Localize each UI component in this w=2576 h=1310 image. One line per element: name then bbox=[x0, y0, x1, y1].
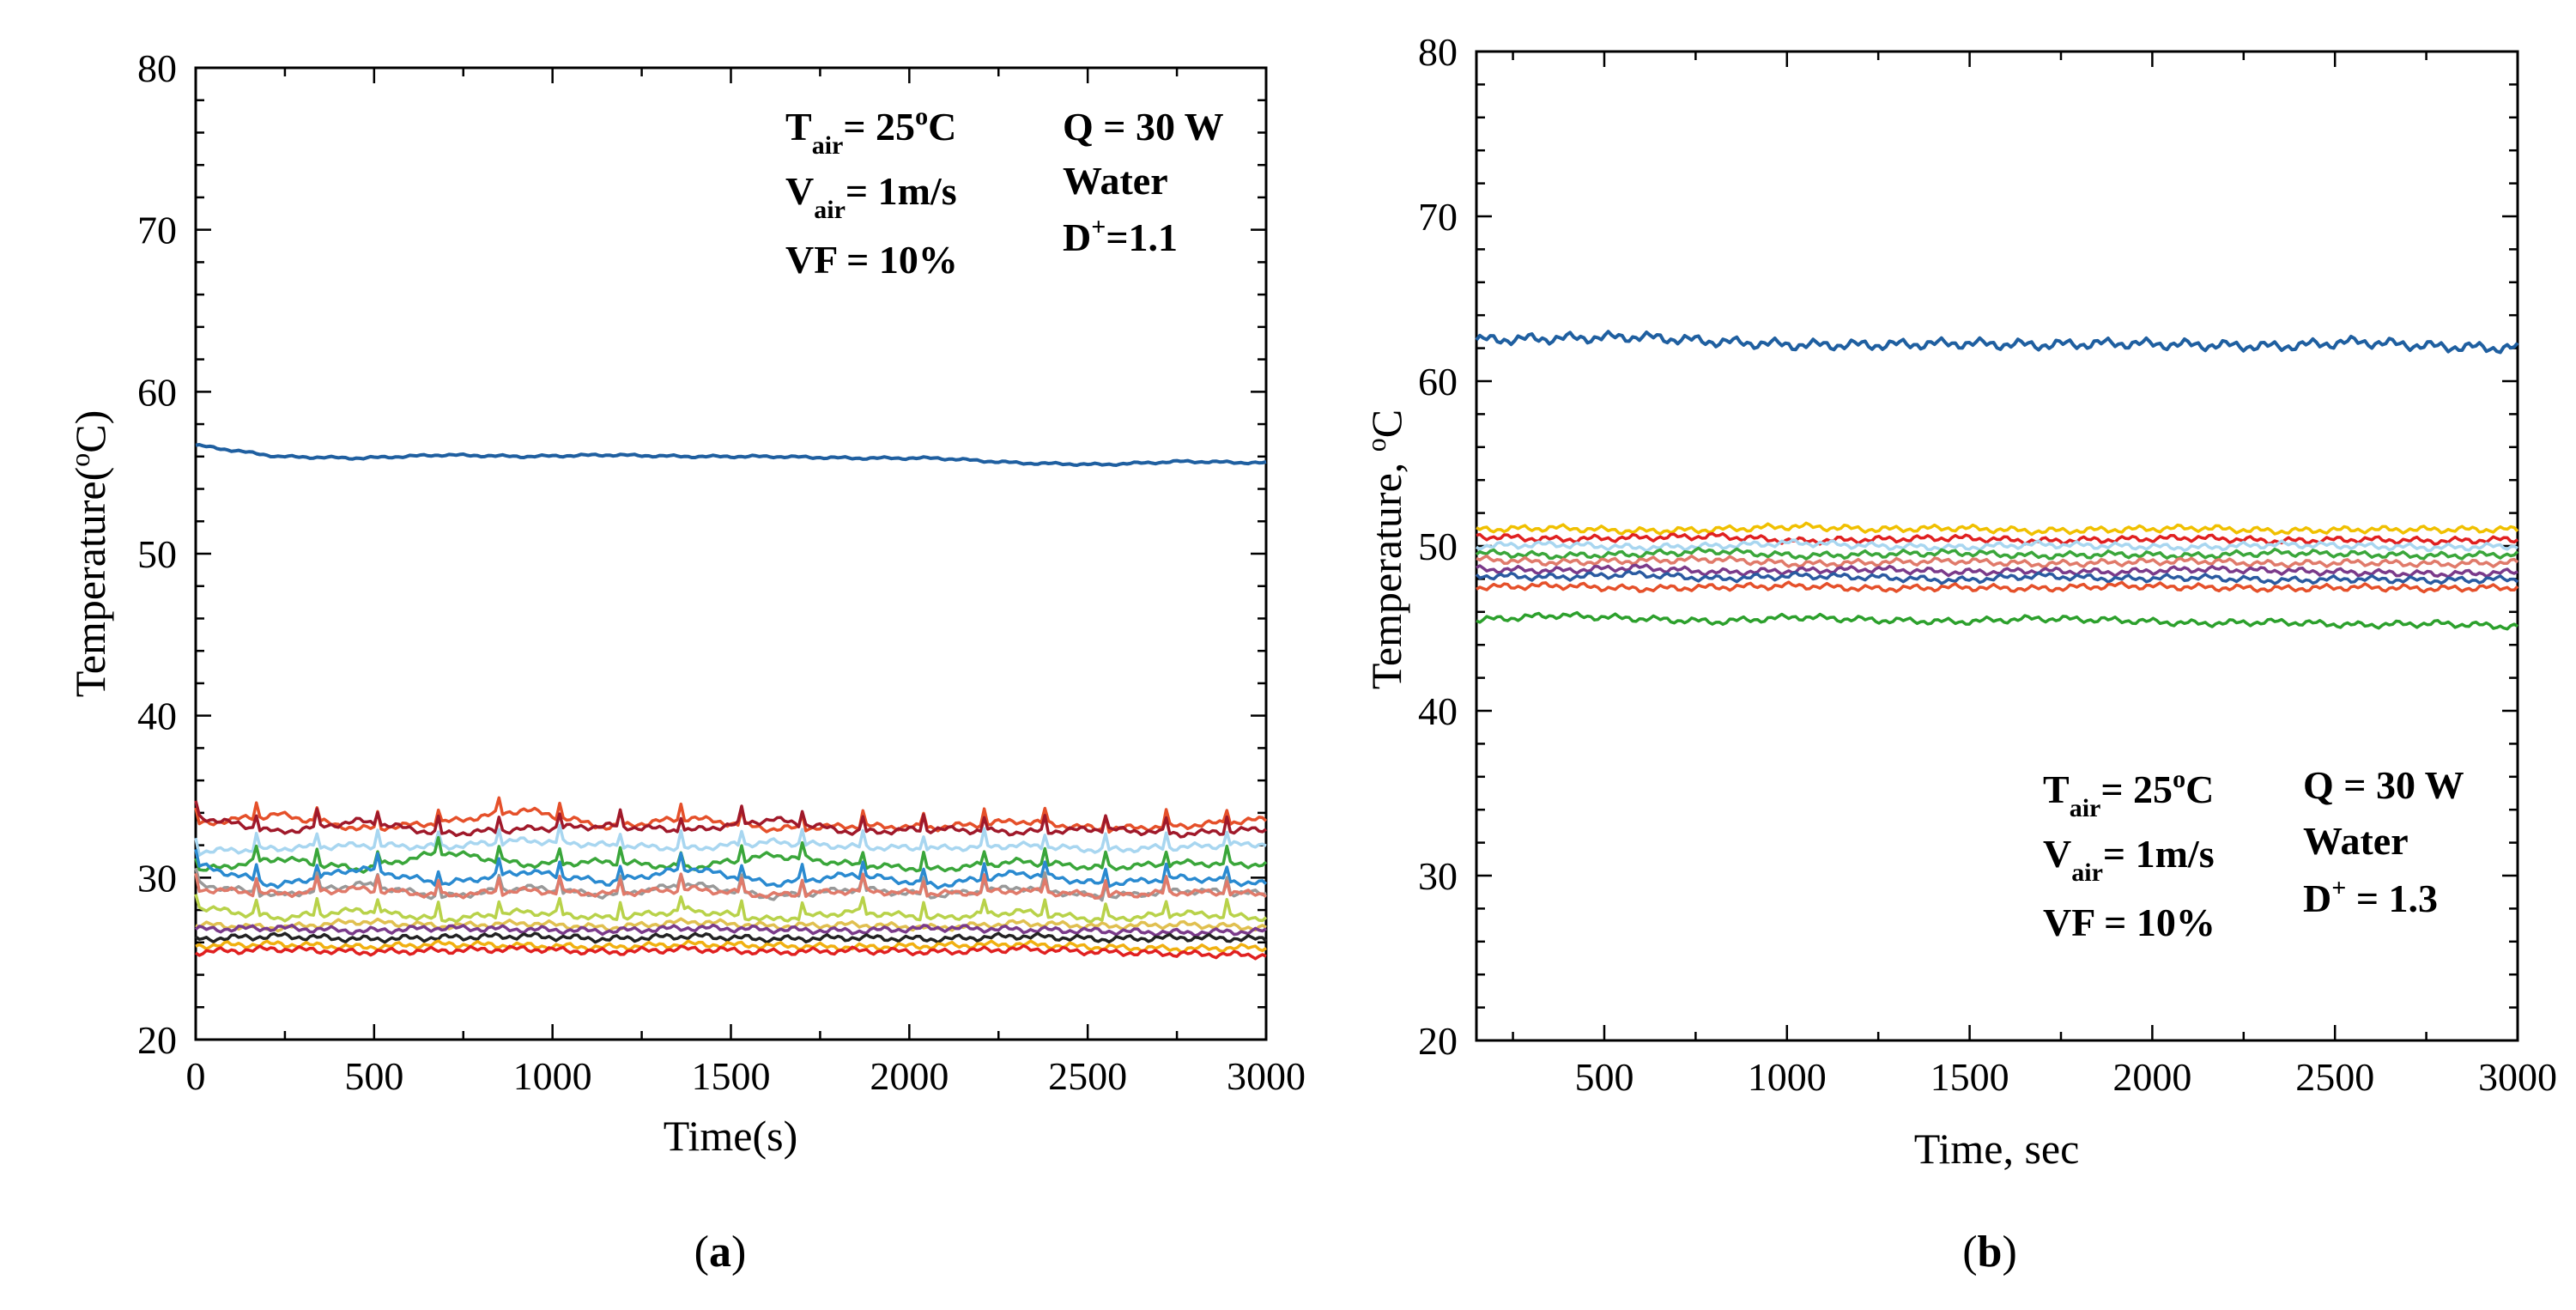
annotation-fluid-b: Water bbox=[2303, 819, 2409, 863]
y-tick-label-a-40: 40 bbox=[137, 694, 177, 738]
tick-labels-b: 500 1000 1500 2000 2500 3000 20 30 40 50 60 70 80 bbox=[1418, 30, 2557, 1099]
annotation-vf-b: VF = 10% bbox=[2043, 901, 2215, 944]
series-line-b-evaporator bbox=[1475, 330, 2519, 355]
x-axis-title-b: Time, sec bbox=[1914, 1125, 2080, 1173]
annotation-vair-a: Vair= 1m/s bbox=[785, 169, 957, 224]
y-tick-label-b-80: 80 bbox=[1418, 30, 1458, 74]
x-tick-label-a-1500: 1500 bbox=[692, 1054, 771, 1098]
y-tick-label-b-40: 40 bbox=[1418, 689, 1458, 733]
series-line-a-evaporator bbox=[195, 443, 1267, 467]
x-tick-label-a-500: 500 bbox=[344, 1054, 403, 1098]
x-tick-label-a-3000: 3000 bbox=[1227, 1054, 1306, 1098]
y-axis-title-a: Temperature(oC) bbox=[64, 410, 114, 698]
series-line-b-s5 bbox=[1475, 546, 2519, 561]
annotation-vair-b: Vair= 1m/s bbox=[2043, 832, 2215, 887]
series-line-a-s4 bbox=[194, 823, 1267, 857]
series-line-b-s4 bbox=[1475, 538, 2518, 553]
series-line-a-s8 bbox=[194, 872, 1268, 900]
x-tick-label-b-2000: 2000 bbox=[2112, 1055, 2191, 1099]
y-tick-label-b-20: 20 bbox=[1418, 1019, 1458, 1063]
series-group-a bbox=[194, 443, 1268, 961]
x-axis-title-a: Time(s) bbox=[664, 1112, 798, 1160]
axes-a bbox=[194, 66, 1268, 1041]
x-tick-label-b-2500: 2500 bbox=[2295, 1055, 2374, 1099]
y-tick-label-a-30: 30 bbox=[137, 856, 177, 900]
series-line-a-s13 bbox=[195, 939, 1268, 954]
chart-b: 500 1000 1500 2000 2500 3000 20 30 40 50 60 70 80 Ti… bbox=[1361, 30, 2557, 1173]
y-tick-label-a-60: 60 bbox=[137, 370, 177, 414]
panel-label-b: (b) bbox=[1962, 1228, 2017, 1277]
series-line-a-s6 bbox=[194, 849, 1268, 890]
series-line-b-s2 bbox=[1476, 521, 2519, 537]
x-tick-label-b-1500: 1500 bbox=[1930, 1055, 2009, 1099]
series-line-a-s9 bbox=[194, 894, 1268, 924]
panel-label-a: (a) bbox=[694, 1228, 747, 1277]
series-line-b-s3 bbox=[1476, 531, 2519, 546]
y-tick-label-a-20: 20 bbox=[137, 1018, 177, 1062]
y-axis-title-b: Temperature, oC bbox=[1361, 409, 1410, 689]
axes-b bbox=[1476, 50, 2519, 1042]
series-line-a-s11 bbox=[194, 923, 1267, 937]
series-line-b-s8 bbox=[1475, 569, 2519, 585]
annotation-vf-a: VF = 10% bbox=[785, 238, 958, 282]
y-tick-label-b-70: 70 bbox=[1418, 195, 1458, 239]
annotation-dplus-a: D+=1.1 bbox=[1063, 213, 1178, 259]
annotation-block-a: Tair= 25oC Vair= 1m/s VF = 10% Q = 30 W … bbox=[785, 102, 1224, 282]
x-tick-label-b-1000: 1000 bbox=[1748, 1055, 1827, 1099]
series-line-b-s6 bbox=[1476, 554, 2519, 569]
x-tick-label-a-1000: 1000 bbox=[513, 1054, 592, 1098]
series-line-a-s14 bbox=[195, 943, 1267, 961]
series-line-b-s10 bbox=[1476, 610, 2518, 631]
series-line-a-s3 bbox=[194, 800, 1267, 839]
series-line-b-s7 bbox=[1476, 563, 2518, 579]
y-tick-label-b-60: 60 bbox=[1418, 360, 1458, 403]
series-line-b-s9 bbox=[1476, 580, 2519, 594]
series-line-a-s12 bbox=[194, 931, 1268, 944]
annotation-q-a: Q = 30 W bbox=[1063, 105, 1224, 149]
y-tick-label-b-30: 30 bbox=[1418, 854, 1458, 898]
tick-labels-a: 0 500 1000 1500 2000 2500 3000 20 30 40 50 60 70 80 bbox=[137, 46, 1306, 1098]
x-tick-label-a-2500: 2500 bbox=[1048, 1054, 1127, 1098]
x-tick-label-b-3000: 3000 bbox=[2478, 1055, 2557, 1099]
series-line-a-s10 bbox=[195, 917, 1267, 933]
x-tick-label-b-500: 500 bbox=[1574, 1055, 1633, 1099]
annotation-tair-b: Tair= 25oC bbox=[2043, 765, 2214, 822]
x-tick-label-a-2000: 2000 bbox=[870, 1054, 949, 1098]
chart-a: 0 500 1000 1500 2000 2500 3000 20 30 40 50 60 70 80 T… bbox=[64, 46, 1306, 1160]
series-group-b bbox=[1475, 330, 2519, 631]
annotation-dplus-b: D+ = 1.3 bbox=[2303, 874, 2438, 920]
x-tick-label-a-0: 0 bbox=[186, 1054, 206, 1098]
annotation-q-b: Q = 30 W bbox=[2303, 763, 2464, 807]
annotation-tair-a: Tair= 25oC bbox=[785, 102, 956, 160]
y-tick-label-a-70: 70 bbox=[137, 209, 177, 252]
y-tick-label-b-50: 50 bbox=[1418, 525, 1458, 568]
annotation-block-b: Tair= 25oC Vair= 1m/s VF = 10% Q = 30 W … bbox=[2043, 763, 2464, 944]
y-tick-label-a-80: 80 bbox=[137, 46, 177, 90]
annotation-fluid-a: Water bbox=[1063, 159, 1168, 203]
y-tick-label-a-50: 50 bbox=[137, 532, 177, 576]
